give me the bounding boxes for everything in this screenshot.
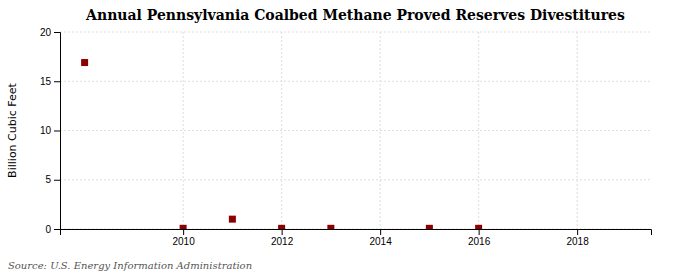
point [426,225,433,229]
grid-line [60,81,651,82]
point [229,216,236,223]
axis-line [54,33,61,230]
tick: 2014 [370,229,393,247]
point [327,225,334,229]
x-axis: 2010 2012 2014 2016 2018 [61,229,652,247]
tick-mark [54,180,60,181]
grid-line [60,130,651,131]
tick: 2010 [173,229,196,247]
tick-label: 2016 [468,236,491,247]
tick: 20 [40,27,60,38]
annotation: Source: U.S. Energy Information Administ… [8,260,252,271]
point [81,59,88,66]
tick-label: 5 [45,174,51,185]
tick-mark [380,229,381,235]
tick-label: 15 [40,76,52,87]
grid-line [60,32,651,33]
axis-line [61,230,652,236]
tick-label: 2018 [567,236,590,247]
tick-label: 2014 [370,236,393,247]
title: Annual Pennsylvania Coalbed Methane Prov… [85,7,625,23]
tick-mark [183,229,184,235]
plot-area: 2010 2012 2014 2016 2018 0 5 10 15 20 [40,27,652,247]
grid-line [478,32,479,229]
tick-mark [577,229,578,235]
tick-mark [54,81,60,82]
grid [60,32,651,229]
point [278,225,285,229]
tick: 2016 [468,229,491,247]
tick-mark [54,32,60,33]
tick-label: 2010 [173,236,196,247]
chart: 2010 2012 2014 2016 2018 0 5 10 15 20 Annual Penns… [0,0,675,275]
tick-label: 10 [40,125,52,136]
grid-line [60,179,651,180]
tick-label: 20 [40,27,52,38]
point [180,225,187,229]
point [475,225,482,229]
points [81,59,482,229]
grid-line [183,32,184,229]
tick: 2012 [271,229,294,247]
tick-label: 0 [45,224,51,235]
tick: 2018 [567,229,590,247]
tick: 15 [40,76,60,87]
tick: 10 [40,125,60,136]
tick-mark [282,229,283,235]
y-axis-title: Billion Cubic Feet [6,82,19,177]
tick: 5 [45,174,60,185]
tick-label: 2012 [271,236,294,247]
tick-mark [54,131,60,132]
tick: 0 [45,224,60,235]
y-axis: 0 5 10 15 20 [40,27,61,235]
tick-mark [479,229,480,235]
tick-mark [54,229,60,230]
